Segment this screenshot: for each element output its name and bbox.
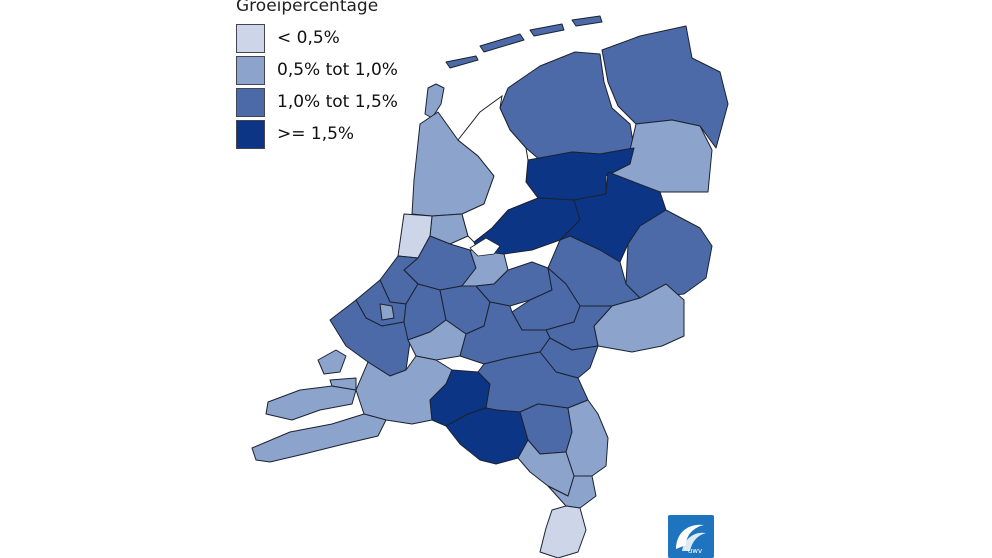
legend-swatch [236,119,265,149]
legend-item: >= 1,5% [236,118,398,150]
legend-swatch [236,55,265,85]
water-markermeer [469,237,501,257]
legend-label: 0,5% tot 1,0% [277,60,398,80]
legend-item: < 0,5% [236,22,398,54]
region-wadden-ameland [529,23,565,37]
legend-swatch [236,87,265,117]
legend-item: 1,0% tot 1,5% [236,86,398,118]
region-wadden-terschelling [479,33,525,53]
legend-swatch [236,23,265,53]
region-zeeland-middle [265,385,357,421]
region-zuid-limburg [539,505,587,558]
region-groningen [601,25,729,149]
legend-label: 1,0% tot 1,5% [277,92,398,112]
water-ijsselmeer [457,94,539,243]
uwv-logo-icon: uwv [668,515,714,558]
region-noord-limburg [565,399,609,477]
svg-text:uwv: uwv [688,547,702,555]
legend-label: >= 1,5% [277,124,355,144]
legend-title: Groeipercentage [236,0,379,16]
region-twente [625,209,713,299]
region-wadden-vlieland [445,55,479,69]
region-wadden-texel [424,83,445,119]
map-legend: Groeipercentage < 0,5% 0,5% tot 1,0% 1,0… [236,0,398,150]
region-zeeuws-vlaanderen [251,413,387,463]
legend-label: < 0,5% [277,28,340,48]
region-zeeland-north [329,377,357,391]
legend-item: 0,5% tot 1,0% [236,54,398,86]
region-zeeland-islands [317,349,347,375]
region-zoetermeer [379,303,395,321]
region-wadden-schiermonnikoog [571,15,603,27]
